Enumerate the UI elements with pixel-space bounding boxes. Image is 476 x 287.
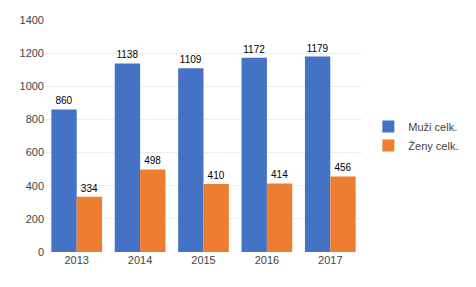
svg-text:498: 498 (144, 155, 161, 166)
svg-text:800: 800 (26, 113, 44, 125)
svg-text:0: 0 (38, 246, 44, 258)
svg-text:456: 456 (334, 162, 351, 173)
svg-text:Ženy celk.: Ženy celk. (408, 140, 458, 152)
svg-text:2017: 2017 (318, 254, 342, 266)
svg-text:334: 334 (81, 183, 98, 194)
svg-text:200: 200 (26, 213, 44, 225)
svg-text:1200: 1200 (20, 47, 44, 59)
svg-text:1172: 1172 (243, 44, 265, 55)
svg-text:400: 400 (26, 180, 44, 192)
svg-text:2014: 2014 (128, 254, 152, 266)
svg-text:1109: 1109 (180, 54, 202, 65)
svg-text:2015: 2015 (191, 254, 215, 266)
svg-text:Muži celk.: Muži celk. (408, 121, 457, 133)
svg-text:1138: 1138 (116, 49, 138, 60)
svg-text:1400: 1400 (20, 14, 44, 26)
svg-text:414: 414 (271, 169, 288, 180)
svg-text:410: 410 (208, 170, 225, 181)
svg-text:2013: 2013 (64, 254, 88, 266)
svg-text:1179: 1179 (307, 43, 329, 54)
svg-text:2016: 2016 (255, 254, 279, 266)
svg-text:600: 600 (26, 146, 44, 158)
svg-text:1000: 1000 (20, 80, 44, 92)
svg-text:860: 860 (55, 95, 72, 106)
